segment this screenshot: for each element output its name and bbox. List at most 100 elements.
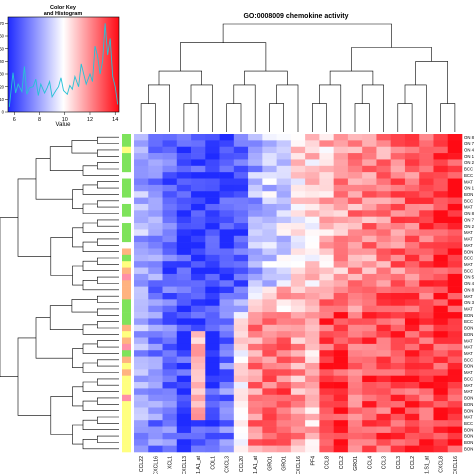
heatmap-cell bbox=[419, 159, 434, 167]
heatmap-cell bbox=[347, 261, 363, 268]
heatmap-cell bbox=[305, 140, 320, 148]
heatmap-cell bbox=[134, 394, 149, 402]
heatmap-cell bbox=[433, 388, 449, 396]
column-label: BI.6336.1.S1_at bbox=[424, 455, 430, 474]
heatmap-cell bbox=[390, 350, 406, 357]
heatmap-cell bbox=[205, 426, 220, 434]
heatmap-cell bbox=[276, 184, 292, 192]
row-group-swatch bbox=[122, 248, 131, 256]
heatmap-cell bbox=[433, 146, 449, 154]
heatmap-cell bbox=[134, 229, 149, 237]
heatmap-cell bbox=[191, 401, 206, 408]
heatmap-cell bbox=[347, 229, 363, 237]
heatmap-cell bbox=[219, 248, 235, 256]
row-dendrogram-branch bbox=[35, 317, 73, 359]
heatmap-cell bbox=[262, 439, 277, 446]
heatmap-cell bbox=[362, 248, 377, 256]
heatmap-cell bbox=[376, 318, 391, 326]
heatmap-cell bbox=[376, 312, 391, 319]
heatmap-cell bbox=[191, 165, 206, 173]
heatmap-cell bbox=[233, 273, 249, 281]
heatmap-cell bbox=[305, 172, 320, 179]
heatmap-cell bbox=[162, 420, 178, 427]
heatmap-cell bbox=[134, 140, 149, 148]
heatmap-cell bbox=[404, 210, 420, 217]
heatmap-cell bbox=[176, 312, 192, 319]
heatmap-cell bbox=[390, 229, 406, 237]
column-dendrogram-branch bbox=[404, 84, 427, 132]
heatmap-cell bbox=[176, 324, 192, 332]
heatmap-cell bbox=[419, 432, 434, 440]
heatmap-cell bbox=[148, 261, 163, 268]
heatmap-cell bbox=[134, 267, 149, 275]
heatmap-cell bbox=[148, 331, 163, 338]
color-key-ytick-label: 10 bbox=[0, 97, 5, 102]
heatmap-cell bbox=[148, 229, 163, 237]
heatmap-cell bbox=[333, 318, 349, 326]
heatmap-cell bbox=[233, 216, 249, 224]
heatmap-cell bbox=[347, 203, 363, 211]
heatmap-cell bbox=[176, 305, 192, 313]
row-dendrogram-branch bbox=[71, 299, 98, 313]
heatmap-cell bbox=[162, 134, 178, 141]
heatmap-cell bbox=[219, 235, 235, 243]
heatmap-cell bbox=[447, 432, 463, 440]
column-label: COL1 bbox=[210, 456, 216, 470]
heatmap-cell bbox=[447, 229, 463, 237]
row-label: MAT bbox=[464, 389, 473, 394]
row-label: MAT bbox=[464, 351, 473, 356]
heatmap-cell bbox=[390, 439, 406, 446]
row-group-swatch bbox=[122, 331, 131, 338]
heatmap-cell bbox=[305, 413, 320, 421]
heatmap-cell bbox=[191, 343, 206, 351]
heatmap-cell bbox=[148, 159, 163, 167]
heatmap-cell bbox=[176, 369, 192, 376]
heatmap-cell bbox=[134, 184, 149, 192]
row-label: MAT bbox=[464, 262, 473, 267]
column-label: XCL1 bbox=[168, 456, 174, 469]
heatmap-cell bbox=[362, 165, 377, 173]
heatmap-cell bbox=[333, 445, 349, 453]
heatmap-cell bbox=[390, 235, 406, 243]
column-dendrogram-branch bbox=[361, 84, 384, 132]
heatmap-cell bbox=[390, 401, 406, 408]
heatmap-cell bbox=[333, 407, 349, 415]
heatmap-cell bbox=[262, 305, 277, 313]
heatmap-cell bbox=[276, 134, 292, 141]
heatmap-cell bbox=[148, 153, 163, 160]
heatmap-cell bbox=[290, 407, 306, 415]
heatmap-cell bbox=[390, 286, 406, 294]
column-dendrogram-branch bbox=[140, 103, 156, 132]
heatmap-cell bbox=[404, 286, 420, 294]
heatmap-cell bbox=[134, 337, 149, 345]
heatmap-cell bbox=[305, 165, 320, 173]
heatmap-cell bbox=[404, 299, 420, 307]
heatmap-cell bbox=[148, 223, 163, 230]
heatmap-cell bbox=[276, 172, 292, 179]
heatmap-cell bbox=[205, 312, 220, 319]
row-label: MAT bbox=[464, 243, 473, 248]
heatmap-cell bbox=[347, 394, 363, 402]
row-group-swatch bbox=[122, 242, 131, 249]
column-label: CCL2 bbox=[339, 456, 345, 469]
heatmap-cell bbox=[134, 178, 149, 186]
heatmap-cell bbox=[233, 242, 249, 249]
row-label: MAT bbox=[464, 370, 473, 375]
row-dendrogram-branch bbox=[82, 324, 119, 335]
heatmap-cell bbox=[276, 388, 292, 396]
heatmap-cell bbox=[248, 299, 263, 307]
row-group-swatch bbox=[122, 369, 131, 376]
heatmap-cell bbox=[305, 293, 320, 300]
heatmap-cell bbox=[333, 191, 349, 198]
heatmap-cell bbox=[333, 216, 349, 224]
heatmap-cell bbox=[404, 140, 420, 148]
heatmap-cell bbox=[376, 280, 391, 287]
row-label: MAT bbox=[464, 230, 473, 235]
heatmap-cell bbox=[219, 273, 235, 281]
heatmap-cell bbox=[376, 216, 391, 224]
heatmap-cell bbox=[376, 439, 391, 446]
heatmap-cell bbox=[290, 312, 306, 319]
heatmap-cell bbox=[447, 388, 463, 396]
heatmap-cell bbox=[205, 432, 220, 440]
heatmap-cell bbox=[262, 286, 277, 294]
